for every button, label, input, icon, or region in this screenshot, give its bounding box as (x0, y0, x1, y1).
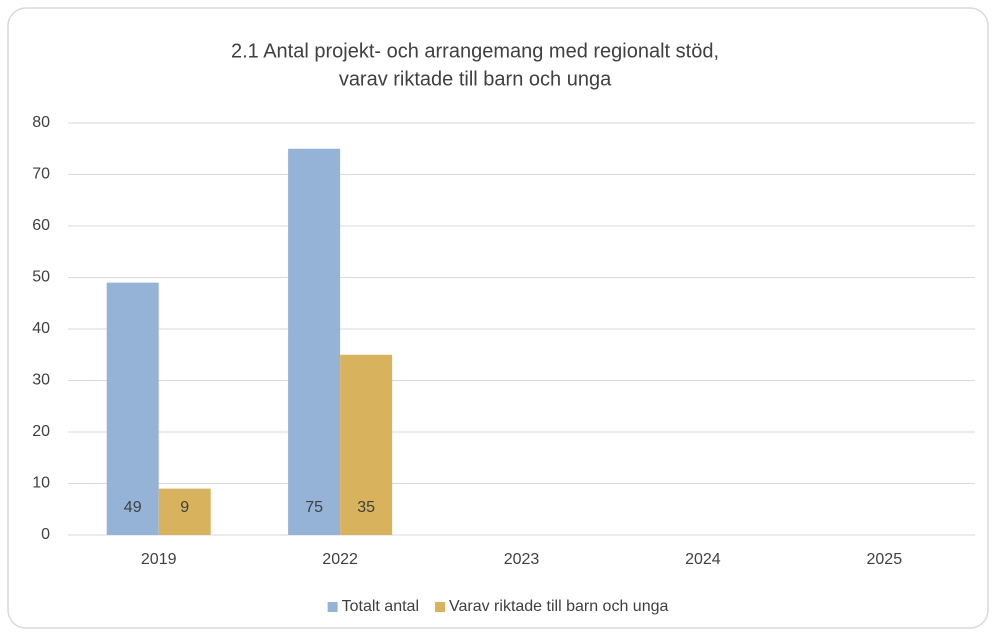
data-label: 75 (305, 499, 323, 516)
legend-swatch (327, 602, 338, 612)
y-tick-label: 70 (32, 166, 50, 183)
y-tick-label: 0 (41, 526, 50, 543)
x-tick-label: 2019 (141, 551, 177, 568)
bar (158, 488, 211, 535)
x-tick-label: 2022 (322, 551, 358, 568)
legend-label: Varav riktade till barn och unga (449, 598, 668, 615)
data-label: 35 (357, 499, 375, 516)
bar (106, 282, 159, 535)
legend-swatch (435, 602, 445, 612)
data-label: 9 (180, 499, 189, 516)
bar (288, 148, 341, 535)
chart-title: 2.1 Antal projekt- och arrangemang med r… (231, 40, 719, 62)
bar (340, 354, 393, 535)
y-tick-label: 80 (32, 114, 50, 131)
data-label: 49 (124, 499, 142, 516)
chart-frame (7, 7, 989, 629)
chart-title: varav riktade till barn och unga (339, 68, 612, 90)
y-tick-label: 20 (32, 423, 50, 440)
legend-label: Totalt antal (342, 598, 419, 615)
y-tick-label: 40 (32, 320, 50, 337)
x-tick-label: 2025 (867, 551, 903, 568)
x-tick-label: 2023 (504, 551, 540, 568)
y-tick-label: 10 (32, 475, 50, 492)
y-tick-label: 60 (32, 217, 50, 234)
y-tick-label: 30 (32, 372, 50, 389)
x-tick-label: 2024 (685, 551, 721, 568)
y-tick-label: 50 (32, 269, 50, 286)
